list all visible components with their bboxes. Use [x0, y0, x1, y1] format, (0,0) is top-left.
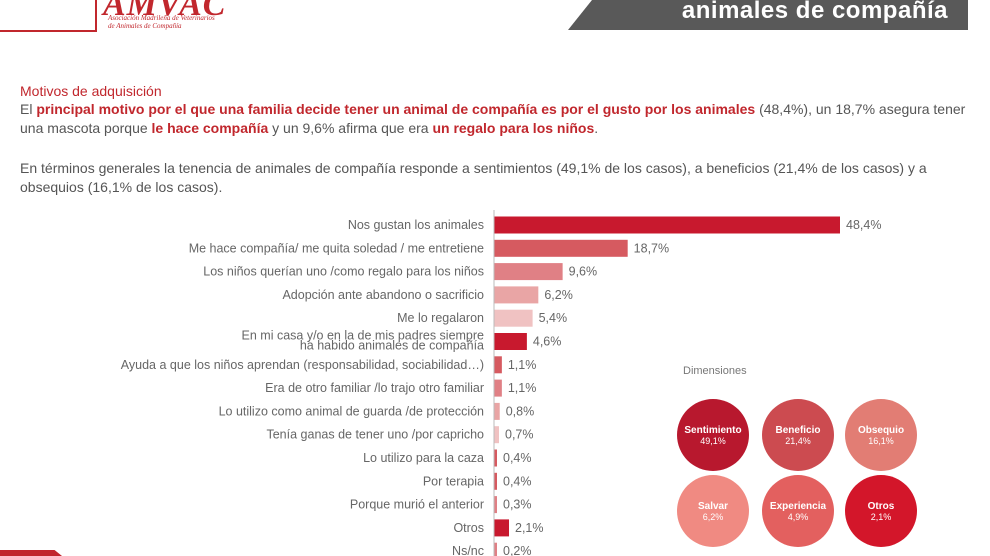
logo-text: AMVAC: [103, 0, 227, 23]
dimension-value: 49,1%: [700, 435, 726, 446]
bar-value-label: 6,2%: [544, 288, 573, 302]
para1-text2: (48,4%), un 18,7% asegura tener una masc…: [20, 101, 966, 136]
acquisition-reasons-chart: Nos gustan los animales 48,4% Me hace comp…: [121, 210, 881, 556]
dimension-name: Experiencia: [769, 500, 827, 512]
page-title: animales de compañía: [681, 0, 948, 24]
logo-subtitle-line2: de Animales de Compañía: [108, 22, 182, 30]
bar-value-label: 2,1%: [515, 521, 544, 535]
logo-frame: [0, 0, 97, 32]
category-label: Ayuda a que los niños aprendan (responsa…: [121, 358, 484, 372]
bar: [494, 402, 500, 420]
title-banner: [568, 0, 968, 30]
dimension-circle: Experiencia 4,9%: [762, 475, 834, 547]
category-label: Por terapia: [423, 474, 484, 488]
bar-value-label: 48,4%: [846, 218, 881, 232]
intro-paragraph: El principal motivo por el que una famil…: [20, 100, 980, 138]
bar-value-label: 0,2%: [503, 544, 532, 556]
header-bar: AMVAC Asociación Madrileña de Veterinari…: [0, 0, 990, 40]
bar: [494, 333, 527, 350]
category-label: Lo utilizo como animal de guarda /de pro…: [219, 404, 484, 418]
bar: [494, 542, 497, 556]
bar: [494, 263, 563, 281]
dimension-circle: Beneficio 21,4%: [762, 399, 834, 471]
dimension-name: Salvar: [697, 500, 729, 512]
category-label: Los niños querían uno /como regalo para …: [203, 265, 484, 279]
para1-bold2: le hace compañía: [151, 120, 269, 136]
bar-value-label: 4,6%: [533, 335, 562, 349]
para1-text1: El: [20, 101, 37, 117]
category-label: Otros: [453, 521, 484, 535]
bar-value-label: 1,1%: [508, 358, 537, 372]
bar-value-label: 1,1%: [508, 381, 537, 395]
dimension-name: Obsequio: [857, 424, 905, 436]
bar-value-label: 5,4%: [539, 311, 568, 325]
dimensions-title: Dimensiones: [683, 365, 747, 377]
para1-bold1: principal motivo por el que una familia …: [36, 101, 756, 117]
bar: [494, 496, 497, 514]
category-label: Ns/nc: [452, 544, 484, 556]
dimension-circle: Salvar 6,2%: [677, 475, 749, 547]
bar: [494, 286, 539, 304]
bar: [494, 356, 502, 374]
bar-value-label: 0,4%: [503, 474, 532, 488]
bar-value-label: 0,4%: [503, 451, 532, 465]
bar-value-label: 0,7%: [505, 428, 534, 442]
footer-accent: [0, 550, 62, 556]
bar: [494, 519, 510, 537]
category-label: Era de otro familiar /lo trajo otro fami…: [265, 381, 484, 395]
category-label: Adopción ante abandono o sacrificio: [282, 288, 484, 302]
logo-subtitle-line1: Asociación Madrileña de Veterinarios: [108, 14, 215, 22]
dimension-value: 6,2%: [702, 511, 724, 522]
summary-paragraph: En términos generales la tenencia de ani…: [20, 160, 927, 195]
category-label: Nos gustan los animales: [348, 218, 484, 232]
dimension-value: 21,4%: [785, 435, 811, 446]
bar-value-label: 0,3%: [503, 498, 532, 512]
bar-value-label: 0,8%: [506, 404, 535, 418]
bar: [494, 426, 500, 444]
category-label: Porque murió el anterior: [350, 498, 484, 512]
bar: [494, 379, 502, 397]
para1-text4: .: [594, 120, 599, 136]
category-label: ha habido animales de compañía: [300, 339, 484, 353]
dimension-name: Otros: [867, 500, 895, 512]
bar-value-label: 18,7%: [634, 241, 669, 255]
dimension-name: Beneficio: [775, 424, 821, 436]
bar-value-label: 9,6%: [569, 265, 598, 279]
dimension-name: Sentimiento: [684, 424, 742, 436]
dimension-value: 2,1%: [870, 511, 892, 522]
category-label: Me lo regalaron: [397, 311, 484, 325]
bar: [494, 472, 497, 490]
dimension-circle: Otros 2,1%: [845, 475, 917, 547]
category-label: En mi casa y/o en la de mis padres siemp…: [242, 329, 485, 343]
dimension-circle: Sentimiento 49,1%: [677, 399, 749, 471]
dimension-value: 16,1%: [868, 435, 894, 446]
bar: [494, 309, 533, 327]
bar: [494, 449, 497, 467]
category-label: Lo utilizo para la caza: [363, 451, 484, 465]
para1-bold3: un regalo para los niños: [432, 120, 595, 136]
category-label: Tenía ganas de tener uno /por capricho: [266, 428, 484, 442]
dimension-value: 4,9%: [787, 511, 809, 522]
bar: [494, 239, 628, 257]
bar: [494, 216, 840, 234]
category-label: Me hace compañía/ me quita soledad / me …: [189, 241, 484, 255]
dimension-circle: Obsequio 16,1%: [845, 399, 917, 471]
para1-text3: y un 9,6% afirma que era: [268, 120, 433, 136]
section-title: Motivos de adquisición: [20, 83, 162, 99]
